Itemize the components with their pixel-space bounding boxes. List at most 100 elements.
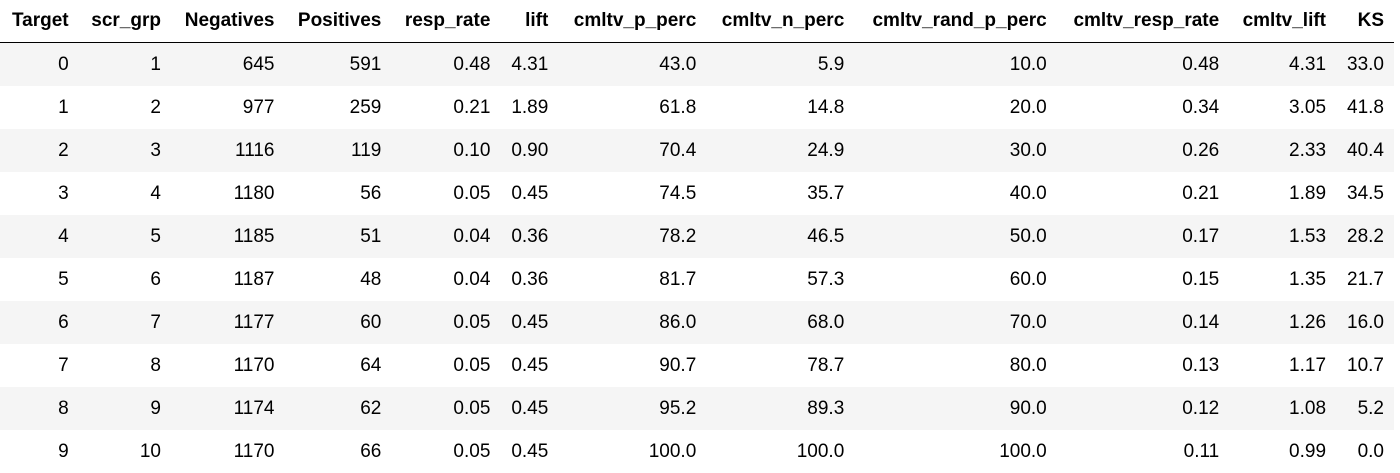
cell-scr-grp: 1 [79, 43, 171, 87]
cell-cmltv-resp-rate: 0.17 [1057, 215, 1229, 258]
cell-ks: 16.0 [1336, 301, 1394, 344]
cell-scr-grp: 8 [79, 344, 171, 387]
cell-lift: 0.90 [500, 129, 558, 172]
cell-cmltv-lift: 1.35 [1229, 258, 1336, 301]
cell-cmltv-n-perc: 57.3 [706, 258, 854, 301]
cell-cmltv-p-perc: 74.5 [558, 172, 706, 215]
cell-ks: 34.5 [1336, 172, 1394, 215]
cell-resp-rate: 0.05 [391, 344, 500, 387]
cell-negatives: 645 [171, 43, 285, 87]
column-header-target: Target [0, 0, 79, 43]
cell-resp-rate: 0.10 [391, 129, 500, 172]
cell-ks: 0.0 [1336, 430, 1394, 473]
cell-positives: 60 [285, 301, 392, 344]
cell-cmltv-lift: 1.17 [1229, 344, 1336, 387]
cell-cmltv-rand-p-perc: 90.0 [854, 387, 1056, 430]
cell-cmltv-n-perc: 35.7 [706, 172, 854, 215]
cell-cmltv-n-perc: 89.3 [706, 387, 854, 430]
cell-cmltv-rand-p-perc: 40.0 [854, 172, 1056, 215]
cell-scr-grp: 9 [79, 387, 171, 430]
column-header-negatives: Negatives [171, 0, 285, 43]
cell-cmltv-rand-p-perc: 10.0 [854, 43, 1056, 87]
cell-target: 5 [0, 258, 79, 301]
cell-target: 3 [0, 172, 79, 215]
cell-target: 8 [0, 387, 79, 430]
cell-cmltv-p-perc: 81.7 [558, 258, 706, 301]
cell-positives: 64 [285, 344, 392, 387]
cell-cmltv-p-perc: 43.0 [558, 43, 706, 87]
cell-target: 7 [0, 344, 79, 387]
cell-ks: 10.7 [1336, 344, 1394, 387]
cell-cmltv-resp-rate: 0.34 [1057, 86, 1229, 129]
cell-cmltv-rand-p-perc: 100.0 [854, 430, 1056, 473]
cell-resp-rate: 0.04 [391, 258, 500, 301]
cell-resp-rate: 0.21 [391, 86, 500, 129]
cell-negatives: 1170 [171, 430, 285, 473]
column-header-lift: lift [500, 0, 558, 43]
column-header-positives: Positives [285, 0, 392, 43]
column-header-cmltv-rand-p-perc: cmltv_rand_p_perc [854, 0, 1056, 43]
cell-cmltv-lift: 4.31 [1229, 43, 1336, 87]
cell-lift: 0.45 [500, 301, 558, 344]
column-header-resp-rate: resp_rate [391, 0, 500, 43]
cell-positives: 259 [285, 86, 392, 129]
cell-scr-grp: 6 [79, 258, 171, 301]
cell-positives: 56 [285, 172, 392, 215]
cell-negatives: 977 [171, 86, 285, 129]
cell-cmltv-lift: 1.26 [1229, 301, 1336, 344]
cell-resp-rate: 0.05 [391, 387, 500, 430]
cell-positives: 591 [285, 43, 392, 87]
cell-cmltv-resp-rate: 0.48 [1057, 43, 1229, 87]
cell-cmltv-n-perc: 100.0 [706, 430, 854, 473]
cell-negatives: 1116 [171, 129, 285, 172]
cell-cmltv-p-perc: 61.8 [558, 86, 706, 129]
cell-cmltv-n-perc: 14.8 [706, 86, 854, 129]
cell-target: 4 [0, 215, 79, 258]
cell-cmltv-lift: 0.99 [1229, 430, 1336, 473]
cell-scr-grp: 10 [79, 430, 171, 473]
cell-cmltv-n-perc: 5.9 [706, 43, 854, 87]
cell-negatives: 1187 [171, 258, 285, 301]
cell-scr-grp: 7 [79, 301, 171, 344]
cell-ks: 21.7 [1336, 258, 1394, 301]
cell-cmltv-n-perc: 46.5 [706, 215, 854, 258]
cell-cmltv-resp-rate: 0.21 [1057, 172, 1229, 215]
cell-cmltv-resp-rate: 0.11 [1057, 430, 1229, 473]
cell-resp-rate: 0.05 [391, 172, 500, 215]
cell-cmltv-resp-rate: 0.15 [1057, 258, 1229, 301]
cell-cmltv-rand-p-perc: 80.0 [854, 344, 1056, 387]
cell-resp-rate: 0.04 [391, 215, 500, 258]
cell-positives: 62 [285, 387, 392, 430]
cell-cmltv-n-perc: 78.7 [706, 344, 854, 387]
cell-ks: 28.2 [1336, 215, 1394, 258]
cell-cmltv-resp-rate: 0.13 [1057, 344, 1229, 387]
cell-cmltv-rand-p-perc: 70.0 [854, 301, 1056, 344]
cell-cmltv-rand-p-perc: 50.0 [854, 215, 1056, 258]
cell-resp-rate: 0.05 [391, 301, 500, 344]
cell-lift: 1.89 [500, 86, 558, 129]
cell-positives: 51 [285, 215, 392, 258]
cell-cmltv-resp-rate: 0.12 [1057, 387, 1229, 430]
table-header: Target scr_grp Negatives Positives resp_… [0, 0, 1394, 43]
cell-target: 2 [0, 129, 79, 172]
cell-target: 6 [0, 301, 79, 344]
cell-scr-grp: 2 [79, 86, 171, 129]
cell-cmltv-p-perc: 90.7 [558, 344, 706, 387]
cell-target: 0 [0, 43, 79, 87]
cell-negatives: 1185 [171, 215, 285, 258]
cell-lift: 4.31 [500, 43, 558, 87]
cell-lift: 0.45 [500, 430, 558, 473]
column-header-cmltv-resp-rate: cmltv_resp_rate [1057, 0, 1229, 43]
cell-cmltv-lift: 1.08 [1229, 387, 1336, 430]
cell-cmltv-n-perc: 68.0 [706, 301, 854, 344]
cell-positives: 119 [285, 129, 392, 172]
cell-resp-rate: 0.05 [391, 430, 500, 473]
